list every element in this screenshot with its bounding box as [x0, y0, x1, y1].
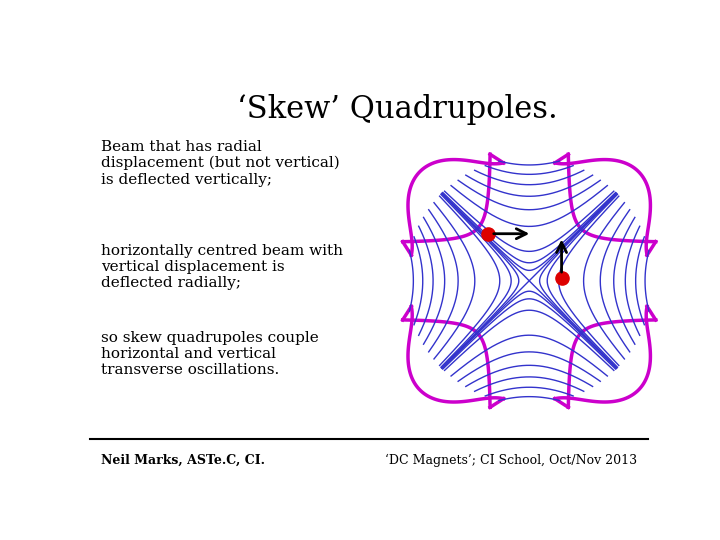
Text: Beam that has radial
displacement (but not vertical)
is deflected vertically;: Beam that has radial displacement (but n… [101, 140, 340, 186]
Point [482, 230, 494, 238]
Text: ‘DC Magnets’; CI School, Oct/Nov 2013: ‘DC Magnets’; CI School, Oct/Nov 2013 [384, 454, 637, 467]
Text: ‘Skew’ Quadrupoles.: ‘Skew’ Quadrupoles. [237, 94, 557, 125]
Text: so skew quadrupoles couple
horizontal and vertical
transverse oscillations.: so skew quadrupoles couple horizontal an… [101, 331, 319, 377]
Point [556, 274, 567, 282]
Text: horizontally centred beam with
vertical displacement is
deflected radially;: horizontally centred beam with vertical … [101, 244, 343, 290]
Text: Neil Marks, ASTe.C, CI.: Neil Marks, ASTe.C, CI. [101, 454, 265, 467]
